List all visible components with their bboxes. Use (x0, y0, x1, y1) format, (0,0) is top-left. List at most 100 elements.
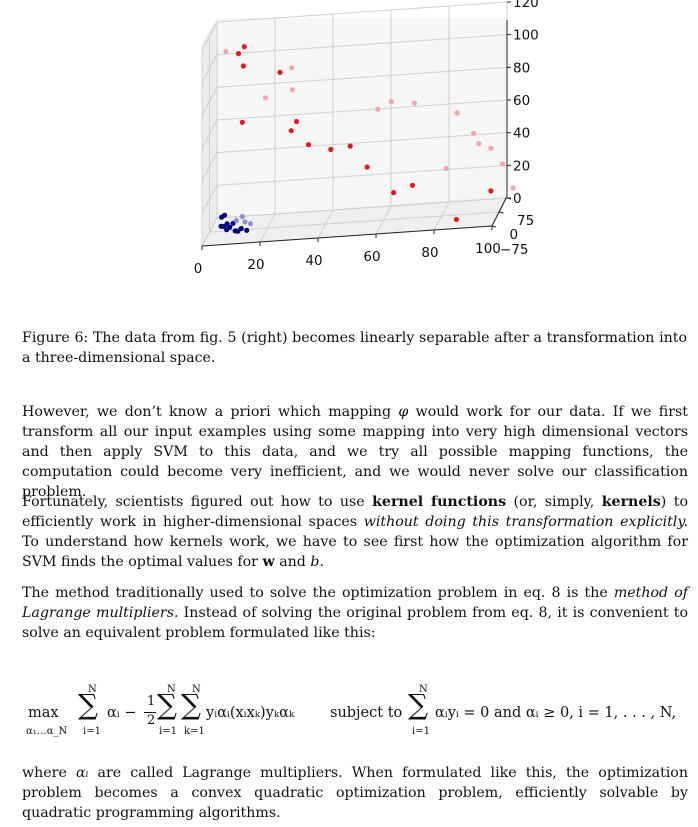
scatter-point (488, 188, 494, 194)
scatter-point (328, 146, 334, 152)
grid-line-z-left (201, 87, 218, 116)
grid-line-z-left (201, 217, 218, 247)
paragraph-kernels: Fortunately, scientists figured out how … (22, 492, 688, 572)
italic-phrase: method of Lagrange multipliers. (22, 585, 688, 621)
grid-line-z-back (216, 164, 508, 186)
scatter-point (262, 95, 269, 101)
grid-line-z-back (216, 34, 508, 56)
eq-sum1-upper: N (88, 684, 97, 695)
scatter-point (510, 185, 516, 191)
y-tick-mark (506, 197, 512, 200)
scatter-point (239, 119, 245, 125)
scatter-point (241, 44, 247, 50)
scatter-point (488, 145, 494, 151)
scatter-point (240, 63, 246, 69)
text-run: Fortunately, scientists figured out how … (22, 494, 373, 510)
dual-equation: max α₁…α_N N ∑ i=1 αᵢ − 1 2 N ∑ i=1 N ∑ … (26, 678, 688, 744)
eq-sum3-lower: k=1 (184, 726, 205, 737)
scatter-point (289, 87, 296, 93)
scatter-point (454, 110, 460, 116)
x-tick-label: 0 (194, 261, 203, 277)
text-run: The method traditionally used to solve t… (22, 585, 614, 601)
scatter-point (375, 106, 381, 112)
x-tick-label: 20 (247, 257, 264, 273)
y-tick-mark (499, 211, 504, 214)
grid-line-z-left (201, 54, 218, 83)
text-run: . (319, 554, 324, 570)
text-run: are called Lagrange multipliers. When fo… (22, 765, 688, 821)
floor-pane (202, 196, 507, 246)
data-points (218, 44, 516, 234)
x-axis-line (201, 225, 493, 247)
z-tick-label: 100 (513, 28, 539, 44)
y-axis-line (491, 195, 508, 227)
scatter-point (235, 51, 242, 57)
figure-caption: Figure 6: The data from fig. 5 (right) b… (22, 330, 687, 366)
z-tick-label: 0 (513, 191, 522, 207)
y-tick-label: 75 (517, 213, 534, 229)
scatter-point (247, 221, 253, 227)
sum-symbol-2: ∑ (157, 688, 177, 721)
eq-double-sum-body: yᵢαᵢ(xᵢxₖ)yₖαₖ (206, 705, 295, 721)
scatter-point (223, 48, 229, 55)
scatter-point (239, 213, 245, 220)
scatter-point (244, 227, 250, 233)
grid-line-z-left (201, 152, 218, 181)
sum-symbol-3: ∑ (181, 688, 201, 721)
eq-constraint: αᵢyᵢ = 0 and αᵢ ≥ 0, i = 1, . . . , N, (435, 705, 677, 721)
eq-sum4-lower: i=1 (412, 726, 430, 737)
x-tick-label: 100 (475, 241, 501, 257)
scatter-point (391, 190, 397, 196)
eq-sum2-lower: i=1 (159, 726, 177, 737)
scatter-point (233, 217, 239, 224)
sum-symbol-4: ∑ (408, 688, 428, 721)
vector-w: w (262, 554, 275, 570)
back-wall (217, 18, 507, 218)
text-run: would work for our data. If we first tra… (22, 404, 688, 500)
grid-line-z-left (201, 21, 218, 51)
phi-symbol: φ (398, 404, 409, 420)
scatter-point (499, 161, 506, 167)
grid-line-z-back (216, 66, 508, 88)
sum-symbol-1: ∑ (78, 688, 98, 721)
y-tick-label: 0 (510, 227, 519, 243)
scatter-point (238, 225, 244, 232)
scatter-point (453, 216, 459, 223)
text-run: (or, simply, (506, 494, 602, 510)
x-tick-label: 80 (421, 245, 438, 261)
scatter-point (470, 130, 477, 136)
fraction-bar (144, 712, 156, 713)
paragraph-mapping: However, we don’t know a priori which ma… (22, 402, 688, 502)
x-tick-label: 60 (363, 249, 380, 265)
text-run: To understand how kernels work, we have … (22, 534, 688, 570)
scatter-point (224, 227, 230, 233)
scatter-point (277, 69, 283, 75)
z-tick-label: 20 (513, 158, 530, 174)
variable-b: b (310, 554, 320, 570)
scatter-point (364, 164, 370, 170)
eq-subject-to: subject to (330, 705, 403, 721)
paragraph-lagrange: The method traditionally used to solve t… (22, 583, 688, 643)
eq-sum2-upper: N (167, 684, 176, 695)
eq-sum3-upper: N (192, 684, 201, 695)
scatter-point (218, 223, 224, 229)
text-run: where (22, 765, 76, 781)
eq-alpha-term: αᵢ − (107, 705, 137, 721)
text-run: Instead of solving the original problem … (22, 605, 688, 641)
y-tick-label: −75 (500, 242, 529, 258)
scatter-point (409, 182, 416, 188)
z-tick-label: 120 (513, 0, 539, 11)
x-tick-label: 40 (305, 253, 322, 269)
text-run: and (274, 554, 311, 570)
eq-max: max (28, 705, 59, 721)
grid-line-z-back (216, 197, 508, 219)
scatter-point (443, 165, 449, 172)
grid-line-z-back (216, 99, 508, 121)
grid-line-z-back (216, 1, 508, 23)
alpha-symbol: αᵢ (75, 765, 89, 781)
eq-sum1-lower: i=1 (83, 726, 101, 737)
grid-line-z-left (201, 119, 218, 149)
scatter-point (288, 128, 294, 134)
